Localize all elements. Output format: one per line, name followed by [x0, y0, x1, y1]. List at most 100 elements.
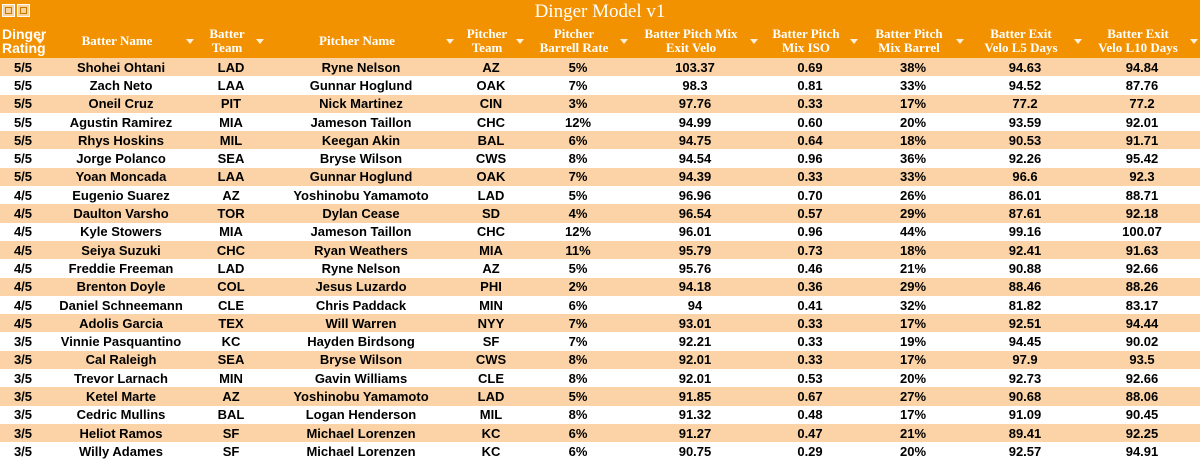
- table-cell[interactable]: 91.09: [966, 405, 1084, 424]
- table-cell[interactable]: Nick Martinez: [266, 94, 456, 113]
- table-cell[interactable]: 0.57: [760, 204, 860, 223]
- table-cell[interactable]: 8%: [526, 350, 630, 370]
- table-cell[interactable]: Ryan Weathers: [266, 240, 456, 260]
- table-cell[interactable]: 0.33: [760, 350, 860, 370]
- table-cell[interactable]: 92.51: [966, 314, 1084, 333]
- table-cell[interactable]: 5%: [526, 387, 630, 406]
- table-cell[interactable]: 89.41: [966, 423, 1084, 443]
- table-cell[interactable]: 17%: [860, 94, 966, 113]
- table-cell[interactable]: Daniel Schneemann: [46, 295, 196, 315]
- table-cell[interactable]: SEA: [196, 149, 266, 168]
- table-cell[interactable]: NYY: [456, 314, 526, 333]
- table-cell[interactable]: 0.81: [760, 76, 860, 95]
- table-cell[interactable]: 4/5: [0, 259, 46, 278]
- filter-dropdown-icon[interactable]: [850, 39, 858, 44]
- table-cell[interactable]: 5%: [526, 259, 630, 278]
- filter-dropdown-icon[interactable]: [516, 39, 524, 44]
- table-cell[interactable]: 96.96: [630, 186, 760, 205]
- table-cell[interactable]: 19%: [860, 332, 966, 351]
- table-cell[interactable]: 92.21: [630, 332, 760, 351]
- table-cell[interactable]: Bryse Wilson: [266, 350, 456, 370]
- table-cell[interactable]: Trevor Larnach: [46, 369, 196, 388]
- table-cell[interactable]: 97.76: [630, 94, 760, 113]
- table-cell[interactable]: 32%: [860, 295, 966, 315]
- table-cell[interactable]: 92.66: [1084, 259, 1200, 278]
- filter-dropdown-icon[interactable]: [1074, 39, 1082, 44]
- table-cell[interactable]: 3/5: [0, 387, 46, 406]
- table-cell[interactable]: 94.84: [1084, 58, 1200, 77]
- table-cell[interactable]: MIA: [196, 112, 266, 132]
- column-header-4[interactable]: Pitcher Team: [456, 24, 526, 58]
- sheet-view-icon[interactable]: [17, 4, 30, 17]
- filter-dropdown-icon[interactable]: [750, 39, 758, 44]
- table-cell[interactable]: Freddie Freeman: [46, 259, 196, 278]
- table-cell[interactable]: 6%: [526, 131, 630, 150]
- table-cell[interactable]: Jameson Taillon: [266, 112, 456, 132]
- table-cell[interactable]: 96.6: [966, 167, 1084, 187]
- table-cell[interactable]: 29%: [860, 277, 966, 296]
- table-cell[interactable]: 20%: [860, 442, 966, 461]
- table-cell[interactable]: BAL: [196, 405, 266, 424]
- table-cell[interactable]: 92.01: [630, 350, 760, 370]
- table-cell[interactable]: 12%: [526, 222, 630, 241]
- table-cell[interactable]: 88.46: [966, 277, 1084, 296]
- table-cell[interactable]: Zach Neto: [46, 76, 196, 95]
- table-cell[interactable]: 5/5: [0, 167, 46, 187]
- table-cell[interactable]: 77.2: [966, 94, 1084, 113]
- table-cell[interactable]: 98.3: [630, 76, 760, 95]
- table-cell[interactable]: 6%: [526, 423, 630, 443]
- table-cell[interactable]: MIN: [196, 369, 266, 388]
- table-cell[interactable]: SF: [196, 442, 266, 461]
- column-header-8[interactable]: Batter Pitch Mix Barrel: [860, 24, 966, 58]
- table-cell[interactable]: PIT: [196, 94, 266, 113]
- table-cell[interactable]: 17%: [860, 314, 966, 333]
- table-cell[interactable]: 7%: [526, 76, 630, 95]
- column-header-5[interactable]: Pitcher Barrell Rate: [526, 24, 630, 58]
- filter-dropdown-icon[interactable]: [186, 39, 194, 44]
- column-header-1[interactable]: Batter Name: [46, 24, 196, 58]
- table-cell[interactable]: 36%: [860, 149, 966, 168]
- table-cell[interactable]: 94.99: [630, 112, 760, 132]
- table-cell[interactable]: 96.01: [630, 222, 760, 241]
- table-cell[interactable]: 94.39: [630, 167, 760, 187]
- table-cell[interactable]: 91.27: [630, 423, 760, 443]
- table-cell[interactable]: LAD: [196, 58, 266, 77]
- table-cell[interactable]: 0.96: [760, 149, 860, 168]
- table-cell[interactable]: Ryne Nelson: [266, 259, 456, 278]
- table-cell[interactable]: MIL: [456, 405, 526, 424]
- table-cell[interactable]: 6%: [526, 442, 630, 461]
- table-cell[interactable]: Oneil Cruz: [46, 94, 196, 113]
- table-cell[interactable]: KC: [196, 332, 266, 351]
- table-cell[interactable]: 3/5: [0, 350, 46, 370]
- table-cell[interactable]: 44%: [860, 222, 966, 241]
- table-cell[interactable]: 20%: [860, 369, 966, 388]
- table-cell[interactable]: 0.48: [760, 405, 860, 424]
- table-cell[interactable]: 17%: [860, 350, 966, 370]
- table-cell[interactable]: SF: [196, 423, 266, 443]
- table-cell[interactable]: 94.75: [630, 131, 760, 150]
- table-cell[interactable]: SD: [456, 204, 526, 223]
- table-cell[interactable]: 77.2: [1084, 94, 1200, 113]
- table-cell[interactable]: 92.01: [630, 369, 760, 388]
- table-cell[interactable]: MIL: [196, 131, 266, 150]
- table-cell[interactable]: Hayden Birdsong: [266, 332, 456, 351]
- table-cell[interactable]: 88.71: [1084, 186, 1200, 205]
- table-cell[interactable]: Rhys Hoskins: [46, 131, 196, 150]
- table-cell[interactable]: 0.46: [760, 259, 860, 278]
- table-cell[interactable]: 18%: [860, 240, 966, 260]
- table-cell[interactable]: SEA: [196, 350, 266, 370]
- table-cell[interactable]: 0.33: [760, 94, 860, 113]
- table-cell[interactable]: CLE: [196, 295, 266, 315]
- table-cell[interactable]: Yoshinobu Yamamoto: [266, 186, 456, 205]
- table-cell[interactable]: 4/5: [0, 204, 46, 223]
- table-cell[interactable]: 0.47: [760, 423, 860, 443]
- table-cell[interactable]: Shohei Ohtani: [46, 58, 196, 77]
- table-cell[interactable]: 7%: [526, 167, 630, 187]
- table-cell[interactable]: 8%: [526, 149, 630, 168]
- table-cell[interactable]: Bryse Wilson: [266, 149, 456, 168]
- column-header-7[interactable]: Batter Pitch Mix ISO: [760, 24, 860, 58]
- table-cell[interactable]: 92.25: [1084, 423, 1200, 443]
- table-cell[interactable]: 7%: [526, 332, 630, 351]
- table-cell[interactable]: 3/5: [0, 442, 46, 461]
- table-cell[interactable]: 94.54: [630, 149, 760, 168]
